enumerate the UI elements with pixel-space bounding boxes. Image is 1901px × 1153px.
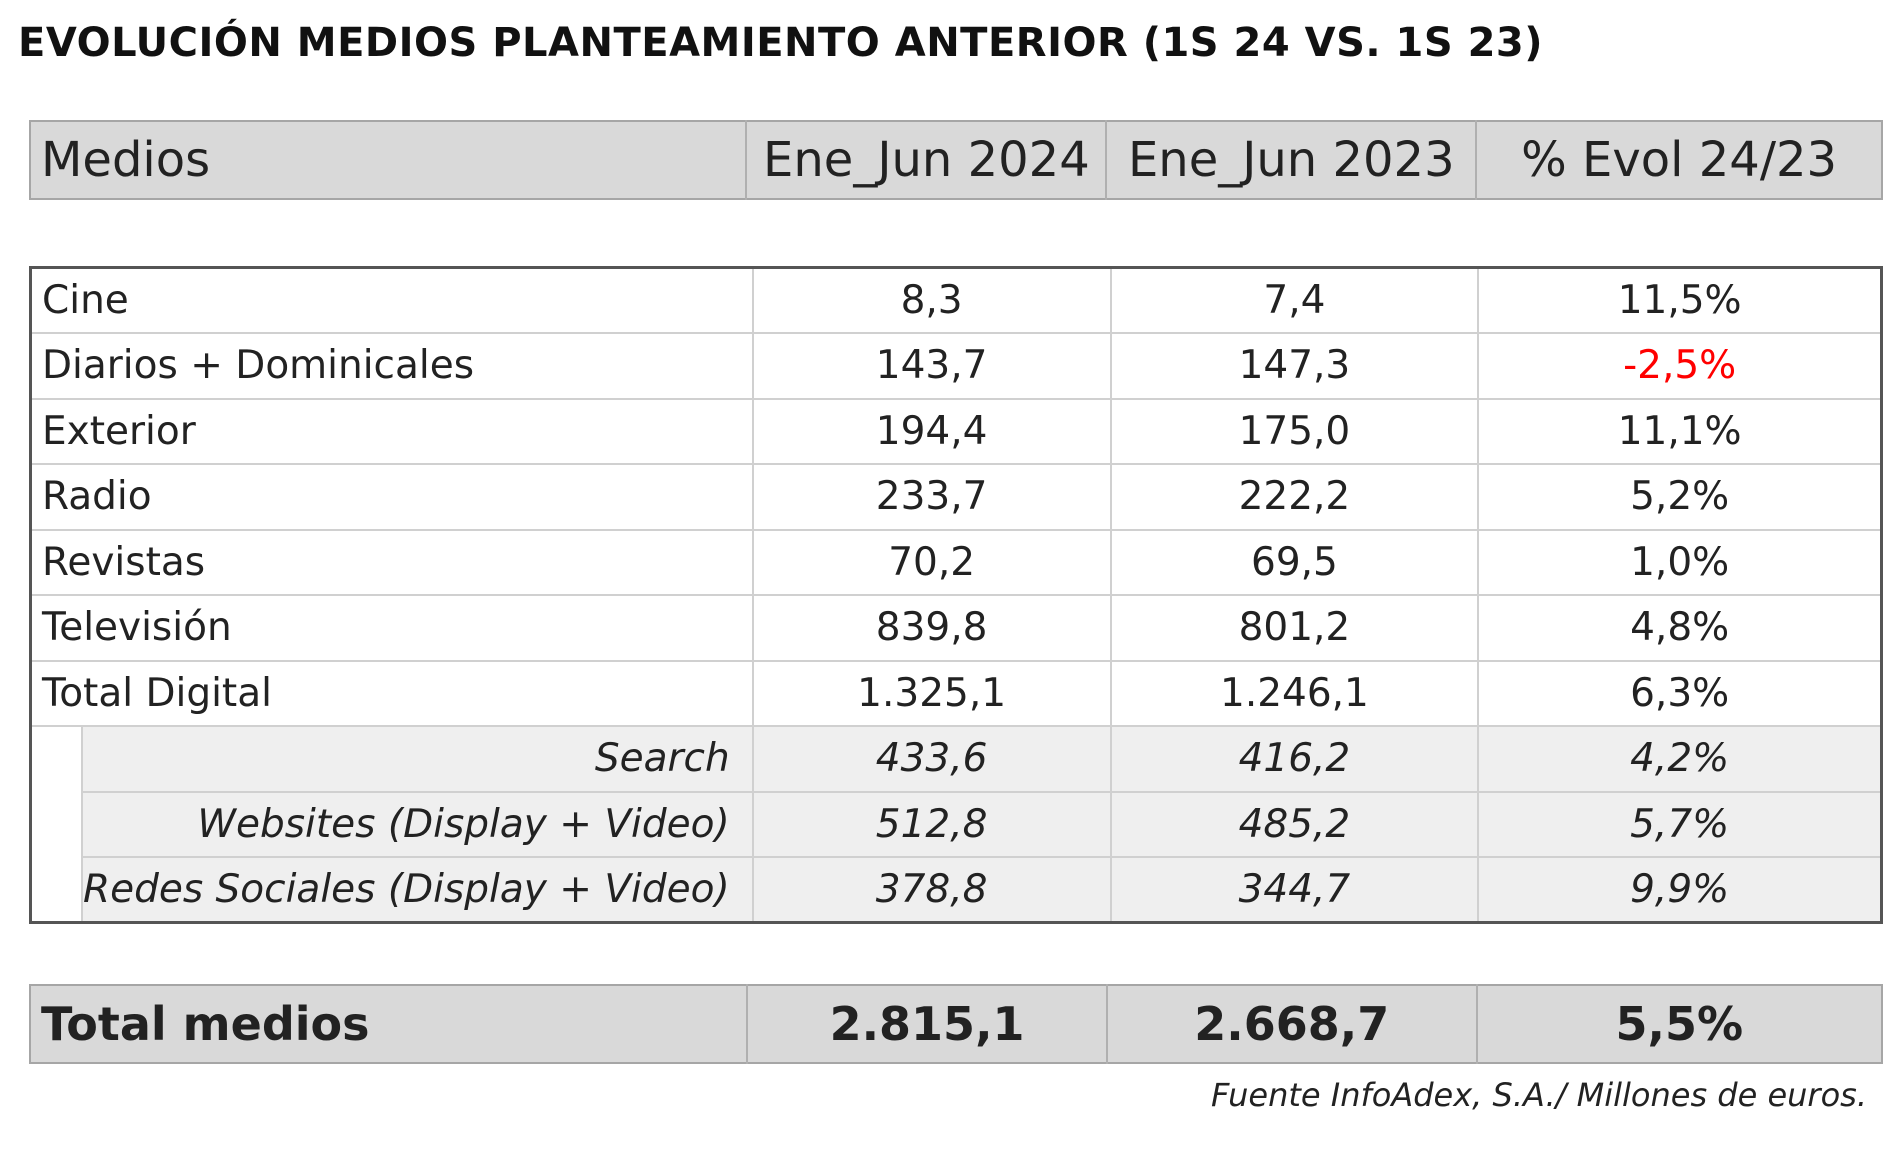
value-evol: 11,1% bbox=[1478, 398, 1882, 465]
value-evol: 5,2% bbox=[1478, 464, 1882, 531]
value-2023: 147,3 bbox=[1110, 333, 1480, 400]
value-2023: 801,2 bbox=[1110, 595, 1480, 662]
header-evol: % Evol 24/23 bbox=[1521, 132, 1838, 188]
total-2023: 2.668,7 bbox=[1106, 985, 1478, 1063]
medio-name: Cine bbox=[30, 267, 754, 334]
value-evol: 6,3% bbox=[1478, 660, 1882, 727]
sub-value-2023: 344,7 bbox=[1110, 857, 1480, 923]
table-row: Revistas 70,2 69,5 1,0% bbox=[30, 529, 1882, 596]
value-2023: 222,2 bbox=[1110, 464, 1480, 531]
sub-value-2023: 485,2 bbox=[1110, 791, 1480, 858]
medio-name: Televisión bbox=[30, 595, 754, 662]
page-title: EVOLUCIÓN MEDIOS PLANTEAMIENTO ANTERIOR … bbox=[18, 20, 1544, 66]
sub-value-2024: 512,8 bbox=[752, 791, 1112, 858]
medio-name: Total Digital bbox=[30, 660, 754, 727]
total-table: Total medios 2.815,1 2.668,7 5,5% bbox=[29, 984, 1883, 1064]
sub-value-evol: 9,9% bbox=[1478, 857, 1882, 923]
indent-spacer bbox=[30, 726, 82, 792]
value-2023: 175,0 bbox=[1110, 398, 1480, 465]
total-label: Total medios bbox=[30, 985, 749, 1063]
total-row: Total medios 2.815,1 2.668,7 5,5% bbox=[30, 985, 1882, 1063]
indent-spacer bbox=[30, 791, 82, 857]
value-evol: 1,0% bbox=[1478, 529, 1882, 596]
table-row: Cine 8,3 7,4 11,5% bbox=[30, 267, 1882, 334]
header-table: Medios Ene_Jun 2024 Ene_Jun 2023 % Evol … bbox=[29, 120, 1883, 200]
table-row: Exterior 194,4 175,0 11,1% bbox=[30, 398, 1882, 465]
medio-name: Revistas bbox=[30, 529, 754, 596]
value-evol-negative: -2,5% bbox=[1478, 333, 1882, 400]
sub-row: Redes Sociales (Display + Video) 378,8 3… bbox=[30, 857, 1882, 923]
total-evol: 5,5% bbox=[1615, 997, 1744, 1051]
value-2024: 143,7 bbox=[752, 333, 1112, 400]
medio-name: Exterior bbox=[30, 398, 754, 465]
table-row: Total Digital 1.325,1 1.246,1 6,3% bbox=[30, 660, 1882, 727]
sub-value-evol: 4,2% bbox=[1478, 726, 1882, 793]
sub-medio-name: Websites (Display + Video) bbox=[80, 791, 754, 858]
sub-medio-name: Redes Sociales (Display + Video) bbox=[80, 857, 754, 923]
media-table: Cine 8,3 7,4 11,5% Diarios + Dominicales… bbox=[29, 266, 1883, 924]
header-medios: Medios bbox=[30, 121, 748, 199]
value-2024: 233,7 bbox=[752, 464, 1112, 531]
sub-row: Search 433,6 416,2 4,2% bbox=[30, 726, 1882, 793]
value-2023: 1.246,1 bbox=[1110, 660, 1480, 727]
value-evol: 4,8% bbox=[1478, 595, 1882, 662]
header-2024: Ene_Jun 2024 bbox=[746, 121, 1108, 199]
table-row: Radio 233,7 222,2 5,2% bbox=[30, 464, 1882, 531]
value-evol: 11,5% bbox=[1478, 267, 1882, 334]
sub-value-2024: 378,8 bbox=[752, 857, 1112, 923]
table-row: Diarios + Dominicales 143,7 147,3 -2,5% bbox=[30, 333, 1882, 400]
header-row: Medios Ene_Jun 2024 Ene_Jun 2023 % Evol … bbox=[30, 121, 1882, 199]
source-note: Fuente InfoAdex, S.A./ Millones de euros… bbox=[1211, 1076, 1867, 1114]
sub-medio-name: Search bbox=[80, 726, 754, 793]
sub-row: Websites (Display + Video) 512,8 485,2 5… bbox=[30, 791, 1882, 858]
sub-value-2024: 433,6 bbox=[752, 726, 1112, 793]
value-2023: 69,5 bbox=[1110, 529, 1480, 596]
indent-spacer bbox=[30, 857, 82, 923]
header-2023: Ene_Jun 2023 bbox=[1106, 121, 1478, 199]
medio-name: Diarios + Dominicales bbox=[30, 333, 754, 400]
medio-name: Radio bbox=[30, 464, 754, 531]
value-2023: 7,4 bbox=[1110, 267, 1480, 334]
table-row: Televisión 839,8 801,2 4,8% bbox=[30, 595, 1882, 662]
total-2024: 2.815,1 bbox=[747, 985, 1108, 1063]
sub-value-evol: 5,7% bbox=[1478, 791, 1882, 858]
value-2024: 8,3 bbox=[752, 267, 1112, 334]
value-2024: 839,8 bbox=[752, 595, 1112, 662]
sub-value-2023: 416,2 bbox=[1110, 726, 1480, 793]
value-2024: 1.325,1 bbox=[752, 660, 1112, 727]
value-2024: 70,2 bbox=[752, 529, 1112, 596]
value-2024: 194,4 bbox=[752, 398, 1112, 465]
